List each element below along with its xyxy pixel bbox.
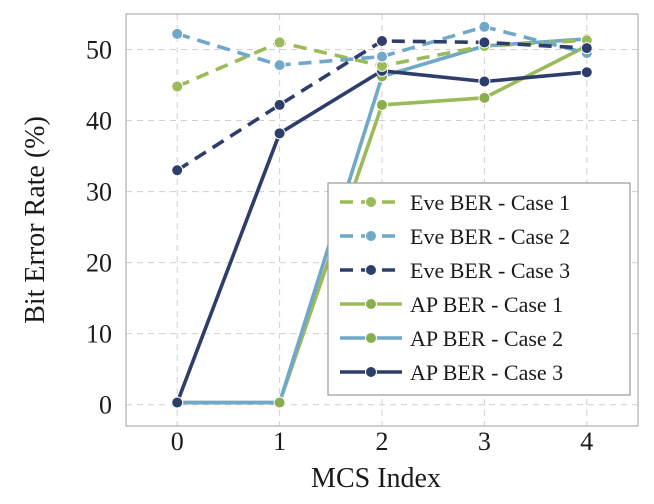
legend-marker (365, 298, 377, 310)
y-tick-label: 40 (86, 107, 112, 136)
y-axis-label: Bit Error Rate (%) (20, 116, 51, 324)
data-point (478, 75, 491, 88)
x-tick-label: 4 (580, 427, 593, 456)
data-point (273, 36, 286, 49)
legend-box (327, 182, 631, 396)
legend-label: AP BER - Case 1 (410, 292, 563, 317)
data-point (171, 27, 184, 40)
legend-marker (365, 230, 377, 242)
data-point (273, 127, 286, 140)
y-tick-label: 20 (86, 249, 112, 278)
series-line (176, 24, 588, 67)
legend-label: AP BER - Case 3 (410, 360, 563, 385)
series-layer (171, 20, 593, 409)
legend-label: Eve BER - Case 3 (410, 258, 570, 283)
data-point (273, 396, 286, 409)
legend-marker (365, 196, 377, 208)
legend-label: Eve BER - Case 1 (410, 190, 570, 215)
data-point (376, 98, 388, 111)
data-point (478, 20, 491, 33)
y-tick-label: 0 (99, 391, 112, 420)
data-point (376, 34, 388, 47)
data-point (580, 66, 593, 79)
data-point (478, 91, 491, 104)
data-point (478, 36, 491, 49)
legend-marker (365, 264, 377, 276)
data-point (376, 50, 388, 63)
series-2 (171, 34, 593, 177)
data-point (171, 396, 184, 409)
legend-label: AP BER - Case 2 (410, 326, 563, 351)
x-tick-label: 2 (376, 427, 389, 456)
x-axis-label: MCS Index (311, 463, 441, 494)
x-tick-label: 1 (273, 427, 286, 456)
y-tick-label: 30 (86, 178, 112, 207)
x-tick-label: 3 (478, 427, 491, 456)
legend-label: Eve BER - Case 2 (410, 224, 570, 249)
tick-labels: 0 10 20 30 40 50 0 1 2 3 4 (86, 36, 593, 456)
data-point (171, 80, 184, 93)
legend: Eve BER - Case 1 Eve BER - Case 2 Eve BER … (327, 182, 631, 396)
data-point (273, 59, 286, 72)
x-tick-label: 0 (171, 427, 184, 456)
legend-marker (365, 366, 377, 378)
y-tick-label: 10 (86, 320, 112, 349)
y-tick-label: 50 (86, 36, 112, 65)
data-point (580, 42, 593, 55)
data-point (273, 98, 286, 111)
plot-frame (125, 13, 639, 427)
data-point (171, 164, 184, 177)
legend-marker (365, 332, 377, 344)
